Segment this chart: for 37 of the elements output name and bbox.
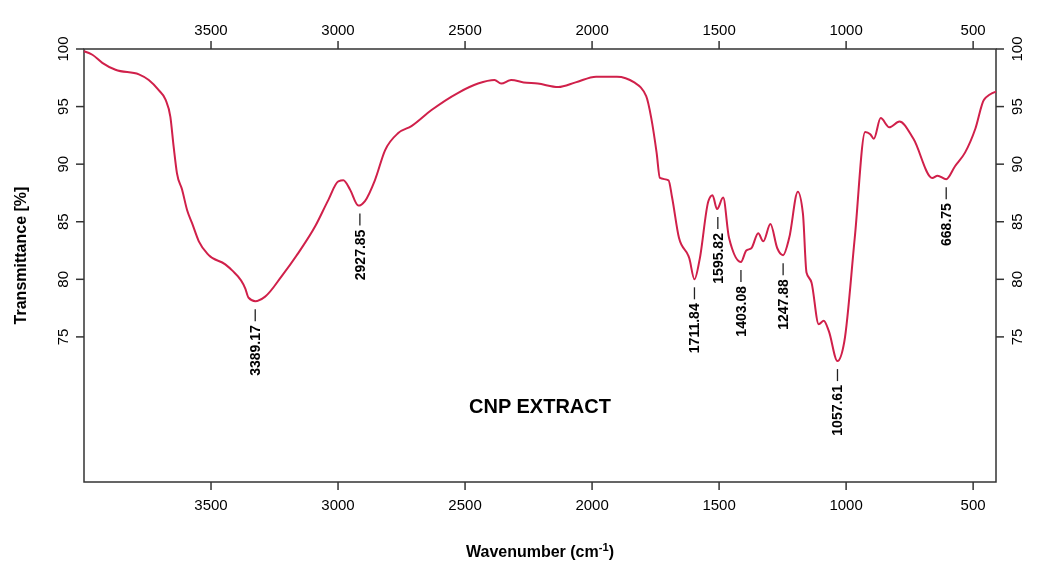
y-axis-title: Transmittance [%] bbox=[12, 186, 29, 325]
y2-tick-label: 95 bbox=[1008, 98, 1025, 115]
y2-tick-label: 75 bbox=[1008, 328, 1025, 346]
y2-tick-label: 85 bbox=[1008, 213, 1025, 231]
x2-tick-label: 2500 bbox=[448, 496, 482, 513]
y-tick-label: 75 bbox=[54, 328, 71, 346]
annotation: 668.75 bbox=[938, 202, 955, 246]
x2-tick-label: 500 bbox=[960, 496, 986, 513]
y2-tick-label: 90 bbox=[1008, 155, 1025, 173]
y-tick-label: 80 bbox=[54, 270, 71, 288]
annotation: 2927.85 bbox=[351, 229, 368, 281]
x2-tick-label: 3000 bbox=[321, 496, 355, 513]
y-tick-label: 95 bbox=[54, 98, 71, 115]
x2-tick-label: 3500 bbox=[194, 496, 228, 513]
annotation: 1403.08 bbox=[732, 285, 749, 337]
x2-tick-label: 1000 bbox=[829, 496, 863, 513]
y-tick-label: 100 bbox=[54, 36, 71, 62]
annotation: 1057.61 bbox=[829, 384, 846, 436]
x-tick-label: 2000 bbox=[575, 21, 609, 38]
y2-tick-label: 100 bbox=[1008, 36, 1025, 62]
x2-tick-label: 2000 bbox=[575, 496, 609, 513]
x-tick-label: 3500 bbox=[194, 21, 228, 38]
annotation: 1595.82 bbox=[709, 232, 726, 284]
x-tick-label: 1500 bbox=[702, 21, 736, 38]
x2-tick-label: 1500 bbox=[702, 496, 736, 513]
annotation: 3389.17 bbox=[247, 324, 264, 376]
y-tick-label: 85 bbox=[54, 213, 71, 231]
y-tick-label: 90 bbox=[54, 155, 71, 173]
x-axis-title: Wavenumber (cm$^{-1}$) bbox=[465, 541, 615, 560]
annotation: 1711.84 bbox=[686, 303, 703, 354]
annotation: 1247.88 bbox=[775, 278, 792, 330]
x-tick-label: 2500 bbox=[448, 21, 482, 38]
y2-tick-label: 80 bbox=[1008, 270, 1025, 288]
text: CNP EXTRACT bbox=[469, 394, 611, 417]
x-tick-label: 1000 bbox=[829, 21, 863, 38]
x-tick-label: 3000 bbox=[321, 21, 355, 38]
x-tick-label: 500 bbox=[960, 21, 986, 38]
